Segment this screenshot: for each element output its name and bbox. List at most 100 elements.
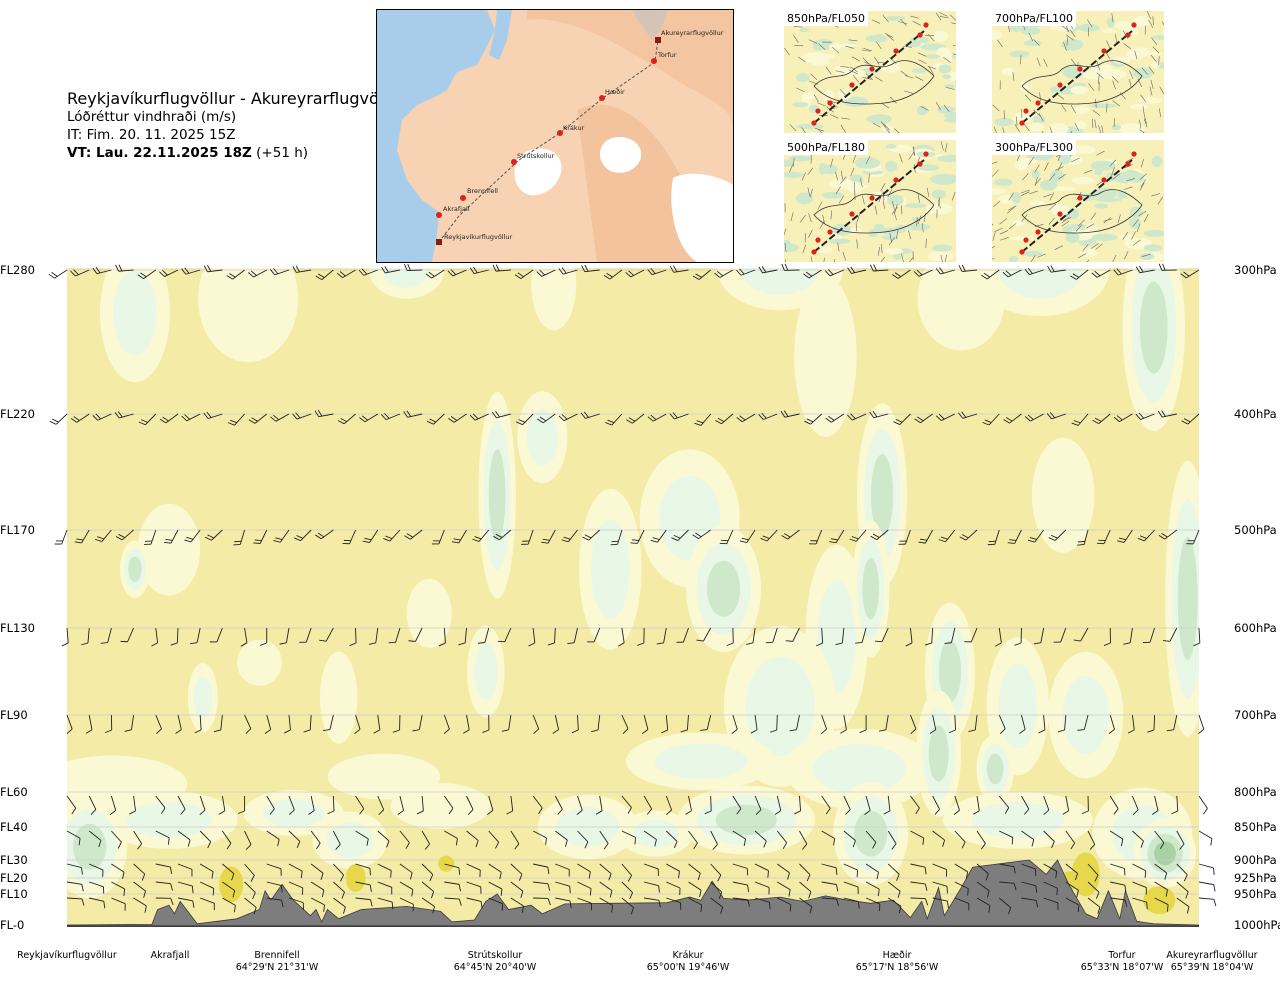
level-map-barb	[1066, 34, 1074, 41]
wind-barb	[1151, 795, 1159, 815]
level-map-field	[865, 34, 888, 43]
level-map-field	[932, 30, 949, 42]
level-map-field	[784, 243, 799, 253]
level-map-barb	[1048, 203, 1057, 211]
wind-barb	[669, 412, 689, 420]
wind-barb	[799, 897, 813, 914]
wind-barb	[732, 830, 747, 846]
level-map-barb	[862, 77, 872, 80]
map-label-reykjavik: Reykjavíkurflugvöllur	[444, 233, 513, 241]
level-map-barb	[888, 237, 896, 245]
level-map-field	[1023, 40, 1042, 47]
wind-barb	[163, 529, 179, 544]
wind-barb	[155, 897, 174, 906]
wind-barb	[999, 881, 1017, 891]
wind-barb	[222, 881, 236, 898]
wind-barb	[49, 413, 68, 425]
level-map-field	[1143, 229, 1164, 238]
level-map-barb	[808, 229, 813, 238]
airport-marker-akureyri	[655, 37, 661, 43]
level-map-barb	[1131, 231, 1136, 240]
wind-barb	[847, 413, 867, 421]
map-label-haedir: Hæðir	[605, 88, 625, 96]
level-map-barb	[889, 96, 897, 104]
level-map-barb	[1136, 223, 1141, 233]
level-map-barb	[790, 212, 794, 222]
wind-barb	[492, 264, 511, 272]
level-map-field	[1050, 204, 1070, 216]
level-map-field	[796, 73, 810, 83]
level-map-barb	[920, 106, 929, 111]
wind-barb	[621, 830, 636, 845]
wind-barb	[932, 863, 948, 877]
wind-barb	[754, 830, 767, 848]
wind-barb	[944, 627, 956, 645]
wind-barb	[1087, 897, 1101, 915]
wind-barb	[532, 830, 547, 845]
wind-barb	[399, 881, 414, 897]
wind-barb	[466, 795, 474, 815]
wind-barb	[308, 795, 315, 815]
wind-barb	[536, 269, 556, 277]
wind-barb	[554, 795, 563, 815]
level-map-barb	[837, 242, 840, 252]
terrain-descent-patch	[438, 855, 455, 872]
wind-barb	[987, 529, 1000, 546]
level-map-barb	[840, 124, 846, 133]
wind-barb	[105, 714, 113, 734]
wind-barb	[781, 529, 800, 540]
level-map-barb	[798, 56, 806, 63]
wind-barb	[1096, 529, 1111, 545]
wind-barb	[533, 881, 551, 891]
level-map-field	[944, 84, 956, 89]
level-map-barb	[1062, 217, 1072, 221]
wind-barb	[770, 714, 778, 733]
wind-barb	[222, 830, 232, 850]
wind-barb	[666, 881, 681, 896]
wind-barb	[754, 863, 769, 878]
level-map-waypoint	[1057, 211, 1063, 217]
level-map-field	[811, 53, 835, 59]
wind-barb	[279, 627, 290, 645]
level-map-field	[1118, 234, 1136, 240]
wind-barb	[244, 897, 257, 915]
field-contour	[128, 556, 142, 582]
level-map-field	[1143, 244, 1163, 252]
wind-barb	[155, 881, 173, 891]
level-map-barb	[1029, 190, 1038, 195]
wind-barb	[715, 413, 734, 425]
level-map-barb	[823, 257, 825, 262]
level-map-barb	[899, 153, 903, 163]
x-point-label: Brennifell 64°29'N 21°31'W	[217, 950, 337, 974]
level-map-barb	[1095, 98, 1097, 108]
wind-barb	[878, 714, 889, 732]
y-tick-label-pressure: 300hPa	[1234, 263, 1277, 277]
wind-barb	[1024, 267, 1044, 276]
wind-barb	[332, 830, 341, 850]
level-map-barb	[1098, 74, 1100, 84]
level-map-field	[1051, 186, 1076, 191]
wind-barb	[637, 627, 645, 646]
level-map-barb	[1139, 129, 1145, 133]
wind-barb	[292, 412, 312, 420]
wind-barb	[1123, 627, 1133, 645]
wind-barb	[1176, 897, 1190, 914]
wind-barb	[1003, 413, 1022, 424]
wind-barb	[647, 413, 667, 422]
wind-barb	[299, 627, 312, 643]
wind-barb	[680, 714, 689, 733]
level-map-barb	[926, 187, 930, 197]
wind-barb	[954, 881, 969, 896]
terrain-descent-patch	[345, 864, 366, 892]
level-map-route	[1021, 30, 1133, 124]
level-map-barb	[992, 161, 998, 164]
wind-barb	[809, 529, 823, 545]
field-contour	[390, 783, 491, 829]
wind-barb	[661, 714, 669, 734]
wind-barb	[181, 413, 201, 422]
level-map-waypoint	[923, 22, 929, 28]
wind-barb	[388, 627, 401, 644]
level-map-barb	[1106, 103, 1108, 113]
airport-marker-reykjavik	[436, 239, 442, 245]
wind-barb	[89, 863, 104, 877]
